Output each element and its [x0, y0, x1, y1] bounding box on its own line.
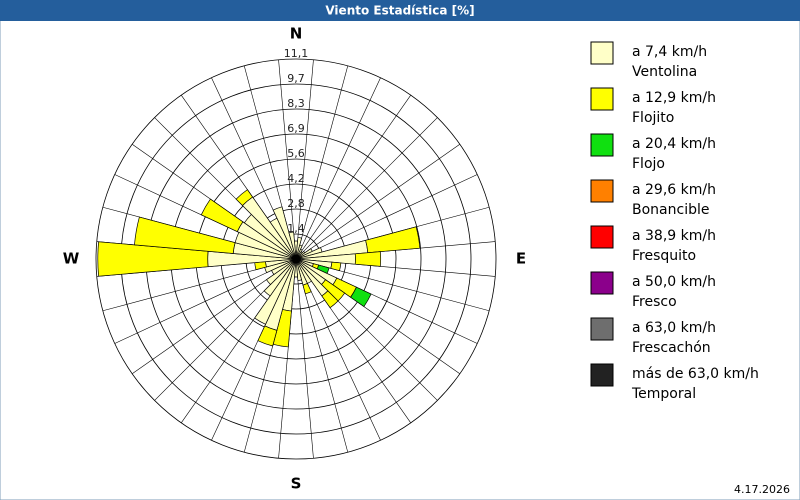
legend-range: a 12,9 km/h: [632, 90, 716, 106]
spoke: [295, 258, 314, 459]
wedge: [350, 286, 372, 308]
legend-swatch: [590, 133, 614, 157]
date: 4.17.2026: [734, 483, 790, 496]
wedge: [235, 189, 254, 206]
spoke: [295, 77, 381, 260]
wedge: [254, 258, 297, 325]
wedge: [265, 258, 297, 285]
legend-name: Fresquito: [632, 248, 696, 264]
spoke: [295, 144, 461, 260]
legend-name: Frescachón: [632, 340, 711, 356]
spoke: [114, 258, 297, 344]
spoke: [295, 94, 411, 260]
legend-name: Flojo: [632, 156, 665, 172]
spoke: [295, 174, 478, 260]
legend-swatch: [590, 271, 614, 295]
wedge: [288, 231, 297, 260]
direction-label: N: [290, 25, 303, 43]
direction-label: W: [63, 250, 80, 268]
legend-swatch: [590, 87, 614, 111]
wedge: [295, 258, 303, 281]
wedge: [321, 290, 339, 309]
r-tick-label: 9,7: [287, 72, 305, 85]
wedge: [354, 251, 382, 267]
spoke: [295, 65, 349, 260]
legend-swatch: [590, 225, 614, 249]
wedge: [263, 258, 297, 297]
r-tick-label: 5,6: [287, 147, 305, 160]
legend-range: más de 63,0 km/h: [632, 366, 759, 382]
r-tick-label: 11,1: [284, 47, 309, 60]
wedge: [200, 198, 244, 233]
chart-title: Viento Estadística [%]: [325, 4, 474, 18]
legend-name: Bonancible: [632, 202, 709, 218]
wedge: [365, 226, 421, 254]
grid-ring: [95, 58, 497, 460]
legend-name: Temporal: [631, 386, 696, 402]
legend-range: a 50,0 km/h: [632, 274, 716, 290]
spoke: [278, 59, 297, 260]
direction-label: E: [516, 250, 526, 268]
wedge: [257, 325, 278, 347]
wedge: [330, 261, 342, 272]
legend-swatch: [590, 317, 614, 341]
direction-label: S: [291, 475, 302, 493]
r-tick-label: 4,2: [287, 172, 305, 185]
wedge: [134, 216, 236, 254]
legend-name: Fresco: [632, 294, 677, 310]
r-tick-label: 2,8: [287, 197, 305, 210]
legend-name: Ventolina: [632, 64, 697, 80]
wedge: [302, 283, 312, 295]
spoke: [295, 117, 438, 260]
r-tick-label: 1,4: [287, 222, 305, 235]
legend-swatch: [590, 363, 614, 387]
legend-range: a 20,4 km/h: [632, 136, 716, 152]
spoke: [295, 59, 314, 260]
title-bar: [0, 0, 800, 21]
legend-swatch: [590, 41, 614, 65]
legend-range: a 38,9 km/h: [632, 228, 716, 244]
legend-name: Flojito: [632, 110, 674, 126]
r-tick-label: 6,9: [287, 122, 305, 135]
legend-swatch: [590, 179, 614, 203]
legend-range: a 29,6 km/h: [632, 182, 716, 198]
legend-range: a 7,4 km/h: [632, 44, 707, 60]
wedge: [97, 241, 209, 277]
r-tick-label: 8,3: [287, 97, 305, 110]
legend-range: a 63,0 km/h: [632, 320, 716, 336]
wedge: [272, 206, 297, 260]
